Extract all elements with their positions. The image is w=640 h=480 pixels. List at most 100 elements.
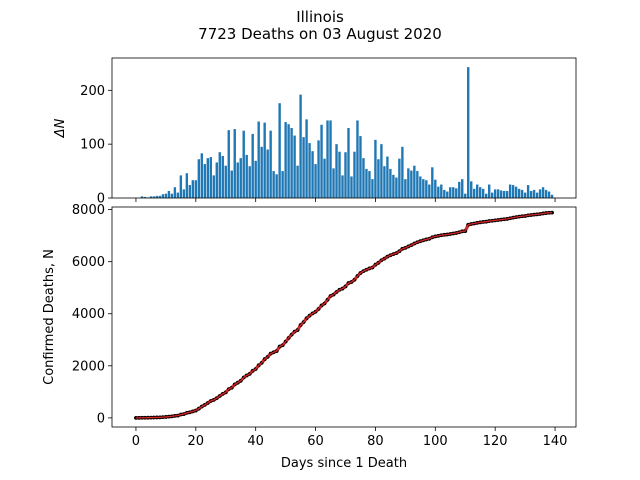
daily-bar	[302, 137, 305, 198]
daily-bar	[550, 194, 554, 198]
daily-bar	[431, 167, 434, 198]
daily-bar	[299, 94, 302, 198]
daily-bar	[395, 177, 398, 198]
daily-bar	[410, 170, 413, 198]
daily-bar	[434, 179, 437, 198]
daily-bar	[368, 171, 371, 198]
daily-bar	[422, 179, 425, 198]
daily-bar	[248, 166, 251, 198]
top-y-tick-label: 0	[97, 192, 105, 207]
bottom-plot-frame	[111, 206, 577, 428]
daily-bar	[535, 192, 539, 198]
bottom-x-tick-label: 20	[188, 434, 205, 449]
daily-bar	[335, 144, 338, 198]
daily-bar	[371, 179, 374, 198]
daily-bar	[230, 170, 233, 198]
daily-bar	[416, 171, 419, 198]
daily-bar	[287, 124, 290, 198]
top-y-tick-label: 200	[80, 84, 105, 99]
bottom-x-tick-label: 120	[483, 434, 508, 449]
top-y-tick-label: 100	[80, 138, 105, 153]
daily-bars	[140, 67, 554, 199]
daily-bar	[293, 135, 296, 198]
daily-bar	[467, 67, 470, 199]
daily-bar	[398, 158, 401, 198]
daily-bar	[164, 193, 168, 198]
daily-bar	[227, 130, 230, 198]
daily-bar	[170, 193, 174, 198]
daily-bar	[356, 120, 359, 198]
top-plot-frame	[111, 57, 577, 199]
daily-bar	[161, 194, 165, 198]
daily-bar	[476, 184, 479, 198]
daily-bar	[158, 195, 162, 198]
daily-bar	[221, 156, 224, 198]
daily-bar	[311, 151, 314, 198]
daily-bar	[359, 136, 362, 198]
daily-bar	[149, 196, 153, 198]
daily-bar	[308, 143, 311, 198]
daily-bar	[392, 174, 395, 198]
daily-bar	[191, 180, 195, 198]
daily-bar	[245, 154, 248, 198]
daily-bar	[493, 189, 497, 198]
bottom-x-tick-label: 140	[543, 434, 568, 449]
daily-bar	[314, 164, 317, 198]
top-y-label: ΔN	[53, 118, 68, 138]
daily-bar	[514, 186, 518, 198]
daily-bar	[188, 185, 192, 198]
bottom-x-tick-label: 100	[423, 434, 448, 449]
daily-bar	[374, 139, 377, 198]
daily-bar	[389, 168, 392, 198]
daily-bar	[407, 168, 410, 198]
daily-bar	[482, 188, 485, 198]
bottom-y-tick-label: 2000	[72, 359, 105, 374]
daily-bar	[278, 103, 281, 198]
daily-bar	[440, 184, 443, 198]
cumulative-line-overlay	[135, 211, 553, 419]
daily-bar	[449, 187, 452, 198]
daily-bar	[233, 129, 236, 198]
daily-bar	[251, 133, 254, 198]
daily-bar	[185, 173, 189, 198]
daily-bar	[269, 130, 272, 198]
daily-bar	[520, 189, 524, 198]
chart-subtitle: 7723 Deaths on 03 August 2020	[198, 25, 442, 43]
daily-bar	[257, 121, 260, 198]
daily-bar	[236, 162, 239, 198]
daily-bar	[155, 195, 159, 198]
daily-bar	[143, 196, 147, 198]
daily-bar	[377, 159, 380, 198]
daily-bar	[350, 176, 353, 198]
daily-bar	[425, 180, 428, 198]
daily-bar	[341, 175, 344, 198]
daily-bar	[329, 120, 332, 198]
daily-bar	[323, 158, 326, 198]
chart-title: Illinois	[296, 8, 344, 26]
daily-bar	[479, 187, 482, 198]
daily-bar	[401, 146, 404, 198]
daily-bar	[446, 191, 449, 198]
daily-bar	[419, 176, 422, 198]
daily-bar	[511, 185, 515, 198]
daily-bar	[362, 158, 365, 198]
bottom-y-tick-label: 4000	[72, 307, 105, 322]
daily-bar	[505, 191, 509, 198]
daily-bar	[490, 192, 494, 198]
daily-bar	[404, 179, 407, 198]
daily-bar	[140, 196, 144, 198]
daily-bar	[413, 165, 416, 198]
bottom-y-tick-label: 8000	[72, 203, 105, 218]
daily-bar	[224, 165, 227, 198]
daily-bar	[547, 191, 551, 198]
daily-bar	[499, 190, 503, 198]
daily-bar	[470, 181, 473, 198]
daily-bar	[275, 174, 278, 198]
daily-bar	[239, 158, 242, 198]
daily-bar	[317, 140, 320, 198]
daily-bar	[502, 191, 506, 198]
daily-bar	[508, 184, 512, 198]
daily-bar	[203, 164, 206, 198]
daily-bar	[296, 165, 299, 198]
daily-bar	[455, 188, 458, 198]
